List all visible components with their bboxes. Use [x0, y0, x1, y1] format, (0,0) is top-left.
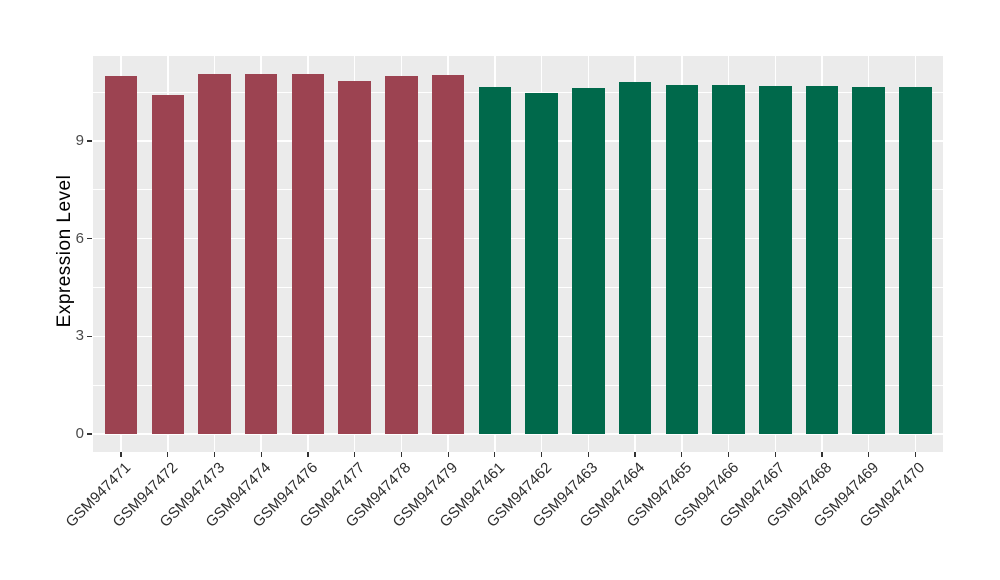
major-gridline: [93, 140, 943, 142]
x-tick-mark: [821, 452, 823, 457]
y-tick-mark: [87, 140, 92, 142]
bar-GSM947471: [104, 75, 138, 434]
y-tick-mark: [87, 335, 92, 337]
y-tick-label: 6: [75, 229, 84, 247]
bar-GSM947466: [712, 85, 745, 434]
major-gridline: [93, 335, 943, 338]
x-tick-mark: [727, 452, 730, 457]
x-tick-mark: [634, 452, 636, 457]
x-tick-mark: [914, 452, 917, 457]
bar-GSM947473: [198, 73, 231, 434]
bar-GSM947477: [338, 80, 371, 434]
minor-gridline: [93, 189, 943, 191]
x-tick-mark: [307, 452, 309, 457]
bar-GSM947478: [385, 75, 418, 434]
bar-GSM947468: [805, 85, 839, 434]
bar-GSM947464: [618, 82, 652, 434]
y-tick-label: 9: [75, 132, 84, 150]
x-tick-mark: [774, 452, 776, 457]
x-tick-mark: [400, 452, 403, 457]
bar-GSM947461: [478, 86, 512, 434]
major-gridline: [93, 237, 943, 240]
bar-GSM947474: [244, 73, 278, 434]
x-tick-mark: [260, 452, 262, 457]
y-tick-label: 0: [75, 425, 84, 442]
bar-GSM947479: [431, 74, 465, 434]
minor-gridline: [93, 91, 943, 93]
x-tick-mark: [541, 452, 543, 457]
x-tick-mark: [587, 452, 589, 457]
bar-GSM947462: [525, 92, 558, 434]
bar-GSM947465: [665, 85, 699, 434]
minor-gridline: [93, 287, 943, 288]
x-tick-mark: [868, 452, 870, 457]
bar-GSM947472: [151, 94, 185, 434]
bar-GSM947463: [572, 87, 605, 434]
major-gridline: [93, 433, 943, 435]
y-tick-mark: [87, 433, 92, 435]
y-tick-mark: [87, 238, 92, 240]
x-tick-mark: [213, 452, 216, 457]
bar-GSM947467: [759, 86, 792, 434]
x-tick-mark: [354, 452, 356, 457]
x-tick-mark: [167, 452, 169, 457]
bar-GSM947469: [852, 87, 885, 434]
y-axis-title: Expression Level: [54, 174, 75, 328]
bar-GSM947470: [899, 87, 932, 434]
plot-panel: [93, 56, 943, 452]
x-tick-mark: [120, 452, 122, 457]
minor-gridline: [93, 384, 943, 386]
x-tick-mark: [494, 452, 496, 457]
y-tick-label: 3: [75, 327, 84, 345]
x-tick-mark: [681, 452, 683, 457]
x-tick-mark: [447, 452, 449, 457]
bar-GSM947476: [291, 73, 325, 434]
